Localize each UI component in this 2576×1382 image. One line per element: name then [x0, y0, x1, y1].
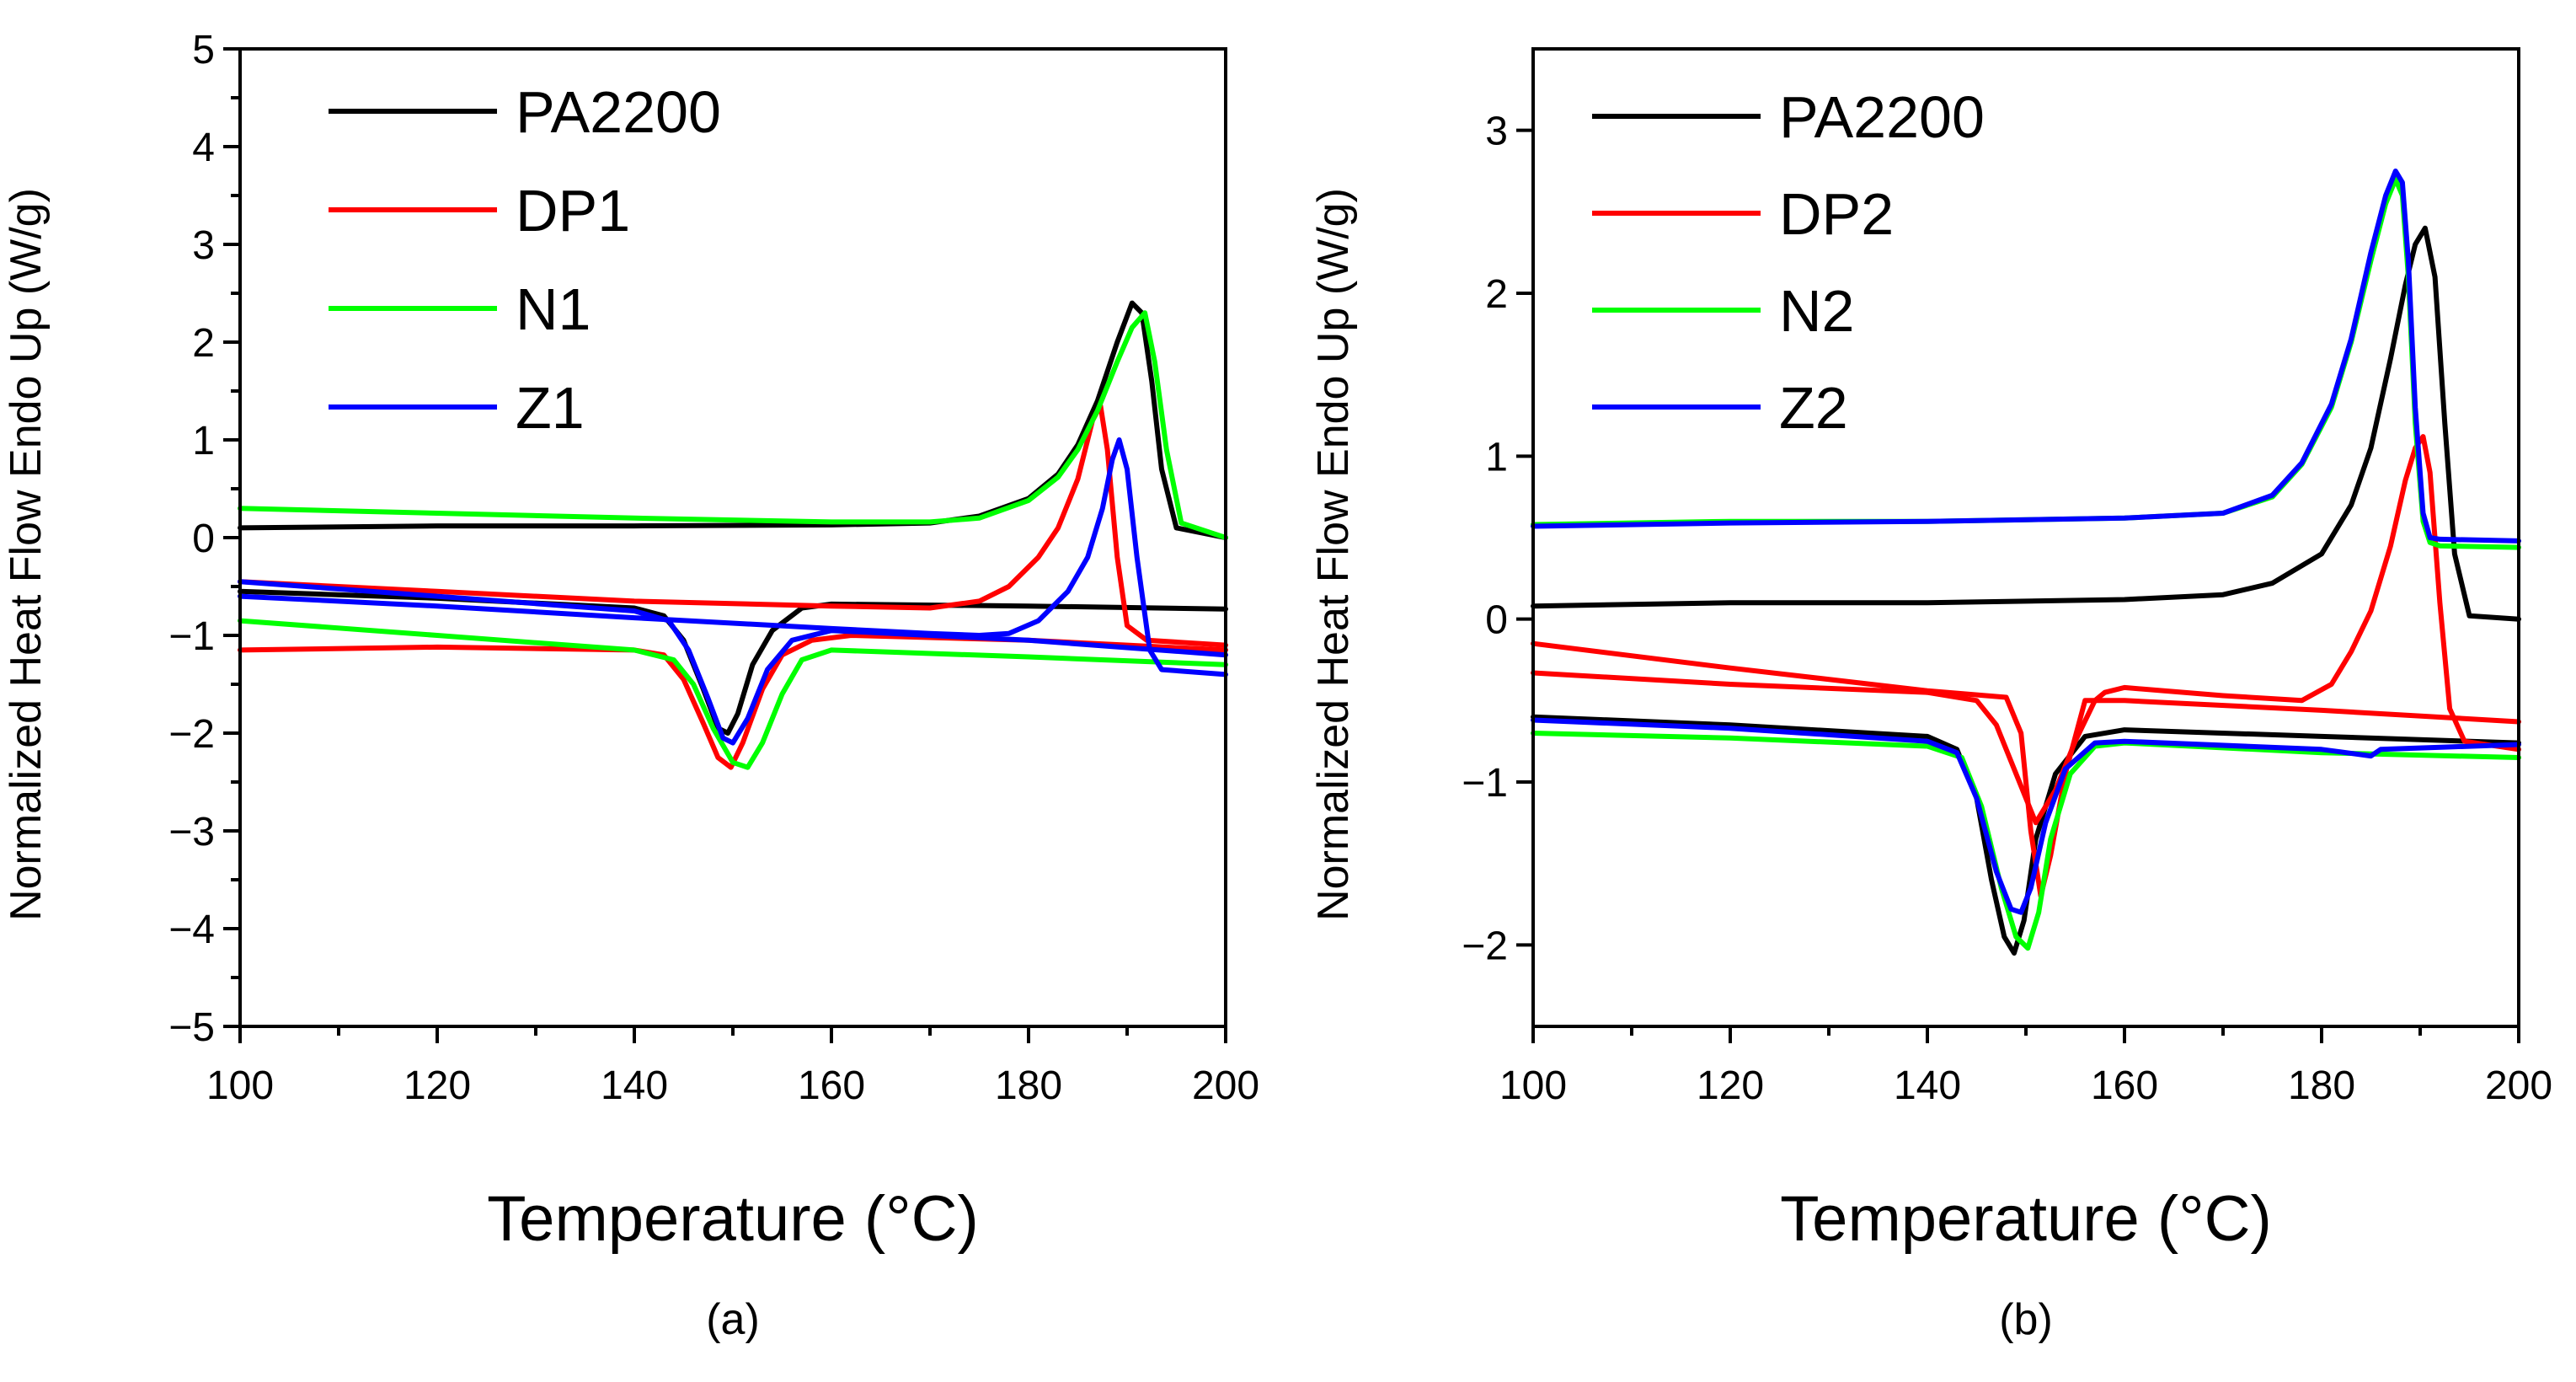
legend-label-b-0: PA2200 [1779, 84, 1985, 150]
y-tick-label-a-8: 3 [192, 223, 215, 268]
y-tick-label-b-1: −1 [1462, 761, 1508, 806]
y-tick-label-a-4: −1 [168, 614, 215, 659]
series-line-b-2 [1531, 434, 2521, 826]
legend-label-b-1: DP2 [1779, 181, 1894, 247]
x-tick-label-a-5: 200 [1192, 1063, 1259, 1108]
x-tick-label-b-2: 140 [1894, 1063, 1961, 1108]
y-tick-label-a-10: 5 [192, 28, 215, 72]
y-tick-label-a-9: 4 [192, 126, 215, 170]
series-group-b [1531, 169, 2521, 956]
x-tick-label-b-0: 100 [1499, 1063, 1567, 1108]
series-line-a-1 [238, 588, 1228, 736]
y-tick-label-b-5: 3 [1485, 110, 1508, 154]
y-tick-label-a-0: −5 [168, 1005, 215, 1050]
x-tick-label-a-1: 120 [404, 1063, 471, 1108]
y-tick-label-b-2: 0 [1485, 598, 1508, 643]
x-axis-title-a: Temperature (°C) [487, 1183, 979, 1255]
series-line-a-0 [238, 300, 1228, 540]
x-tick-label-b-3: 160 [2091, 1063, 2158, 1108]
legend-label-a-1: DP1 [516, 178, 630, 244]
chart-panel-a: 100 120 140 160 180 200 −5 −4 −3 −2 −1 0 1 2 3 4 5 PA220… [2, 28, 1259, 1344]
series-line-a-4 [238, 310, 1228, 540]
ticks-a: 100 120 140 160 180 200 −5 −4 −3 −2 −1 0 1 2 3 4 5 [168, 28, 1259, 1108]
series-line-a-5 [238, 618, 1228, 770]
series-line-a-3 [238, 633, 1228, 770]
legend-label-a-3: Z1 [516, 375, 585, 441]
legend-label-b-2: N2 [1779, 278, 1854, 344]
series-line-b-6 [1531, 169, 2521, 544]
legend-label-a-2: N1 [516, 276, 591, 342]
x-tick-label-a-4: 180 [995, 1063, 1062, 1108]
y-axis-title-b: Normalized Heat Flow Endo Up (W/g) [1309, 188, 1358, 921]
y-tick-label-a-7: 2 [192, 321, 215, 366]
panel-label-b: (b) [1999, 1295, 2053, 1344]
series-line-b-7 [1531, 717, 2521, 915]
x-tick-label-b-5: 200 [2485, 1063, 2552, 1108]
series-line-a-6 [238, 437, 1228, 678]
legend-b: PA2200 DP2 N2 Z2 [1592, 84, 1985, 441]
plot-frame-a [238, 47, 1227, 1028]
series-line-a-2 [238, 403, 1228, 648]
y-tick-label-b-4: 2 [1485, 272, 1508, 317]
y-tick-label-b-0: −2 [1462, 924, 1508, 968]
y-axis-title-a: Normalized Heat Flow Endo Up (W/g) [2, 188, 51, 921]
y-tick-label-a-2: −3 [168, 810, 215, 854]
y-tick-label-a-5: 0 [192, 517, 215, 561]
y-tick-label-a-3: −2 [168, 712, 215, 757]
legend-a: PA2200 DP1 N1 Z1 [329, 79, 721, 441]
y-tick-label-a-6: 1 [192, 419, 215, 463]
series-line-b-0 [1531, 225, 2521, 622]
x-tick-label-b-4: 180 [2288, 1063, 2355, 1108]
x-tick-label-a-2: 140 [601, 1063, 668, 1108]
x-tick-label-a-3: 160 [798, 1063, 865, 1108]
x-tick-label-b-1: 120 [1697, 1063, 1764, 1108]
y-tick-label-a-1: −4 [168, 908, 215, 952]
series-line-a-7 [238, 579, 1228, 746]
series-line-b-1 [1531, 714, 2521, 956]
y-tick-label-b-3: 1 [1485, 435, 1508, 479]
panel-label-a: (a) [706, 1295, 760, 1344]
legend-label-b-3: Z2 [1779, 375, 1848, 441]
series-line-b-4 [1531, 176, 2521, 550]
ticks-b: 100 120 140 160 180 200 −2 −1 0 1 2 3 [1462, 110, 2552, 1108]
x-tick-label-a-0: 100 [206, 1063, 274, 1108]
series-group-a [238, 300, 1228, 770]
chart-panel-b: 100 120 140 160 180 200 −2 −1 0 1 2 3 PA2200 DP2 N2 Z2… [1309, 47, 2552, 1344]
x-axis-title-b: Temperature (°C) [1780, 1183, 2272, 1255]
plot-frame-b [1531, 47, 2520, 1028]
legend-label-a-0: PA2200 [516, 79, 721, 145]
